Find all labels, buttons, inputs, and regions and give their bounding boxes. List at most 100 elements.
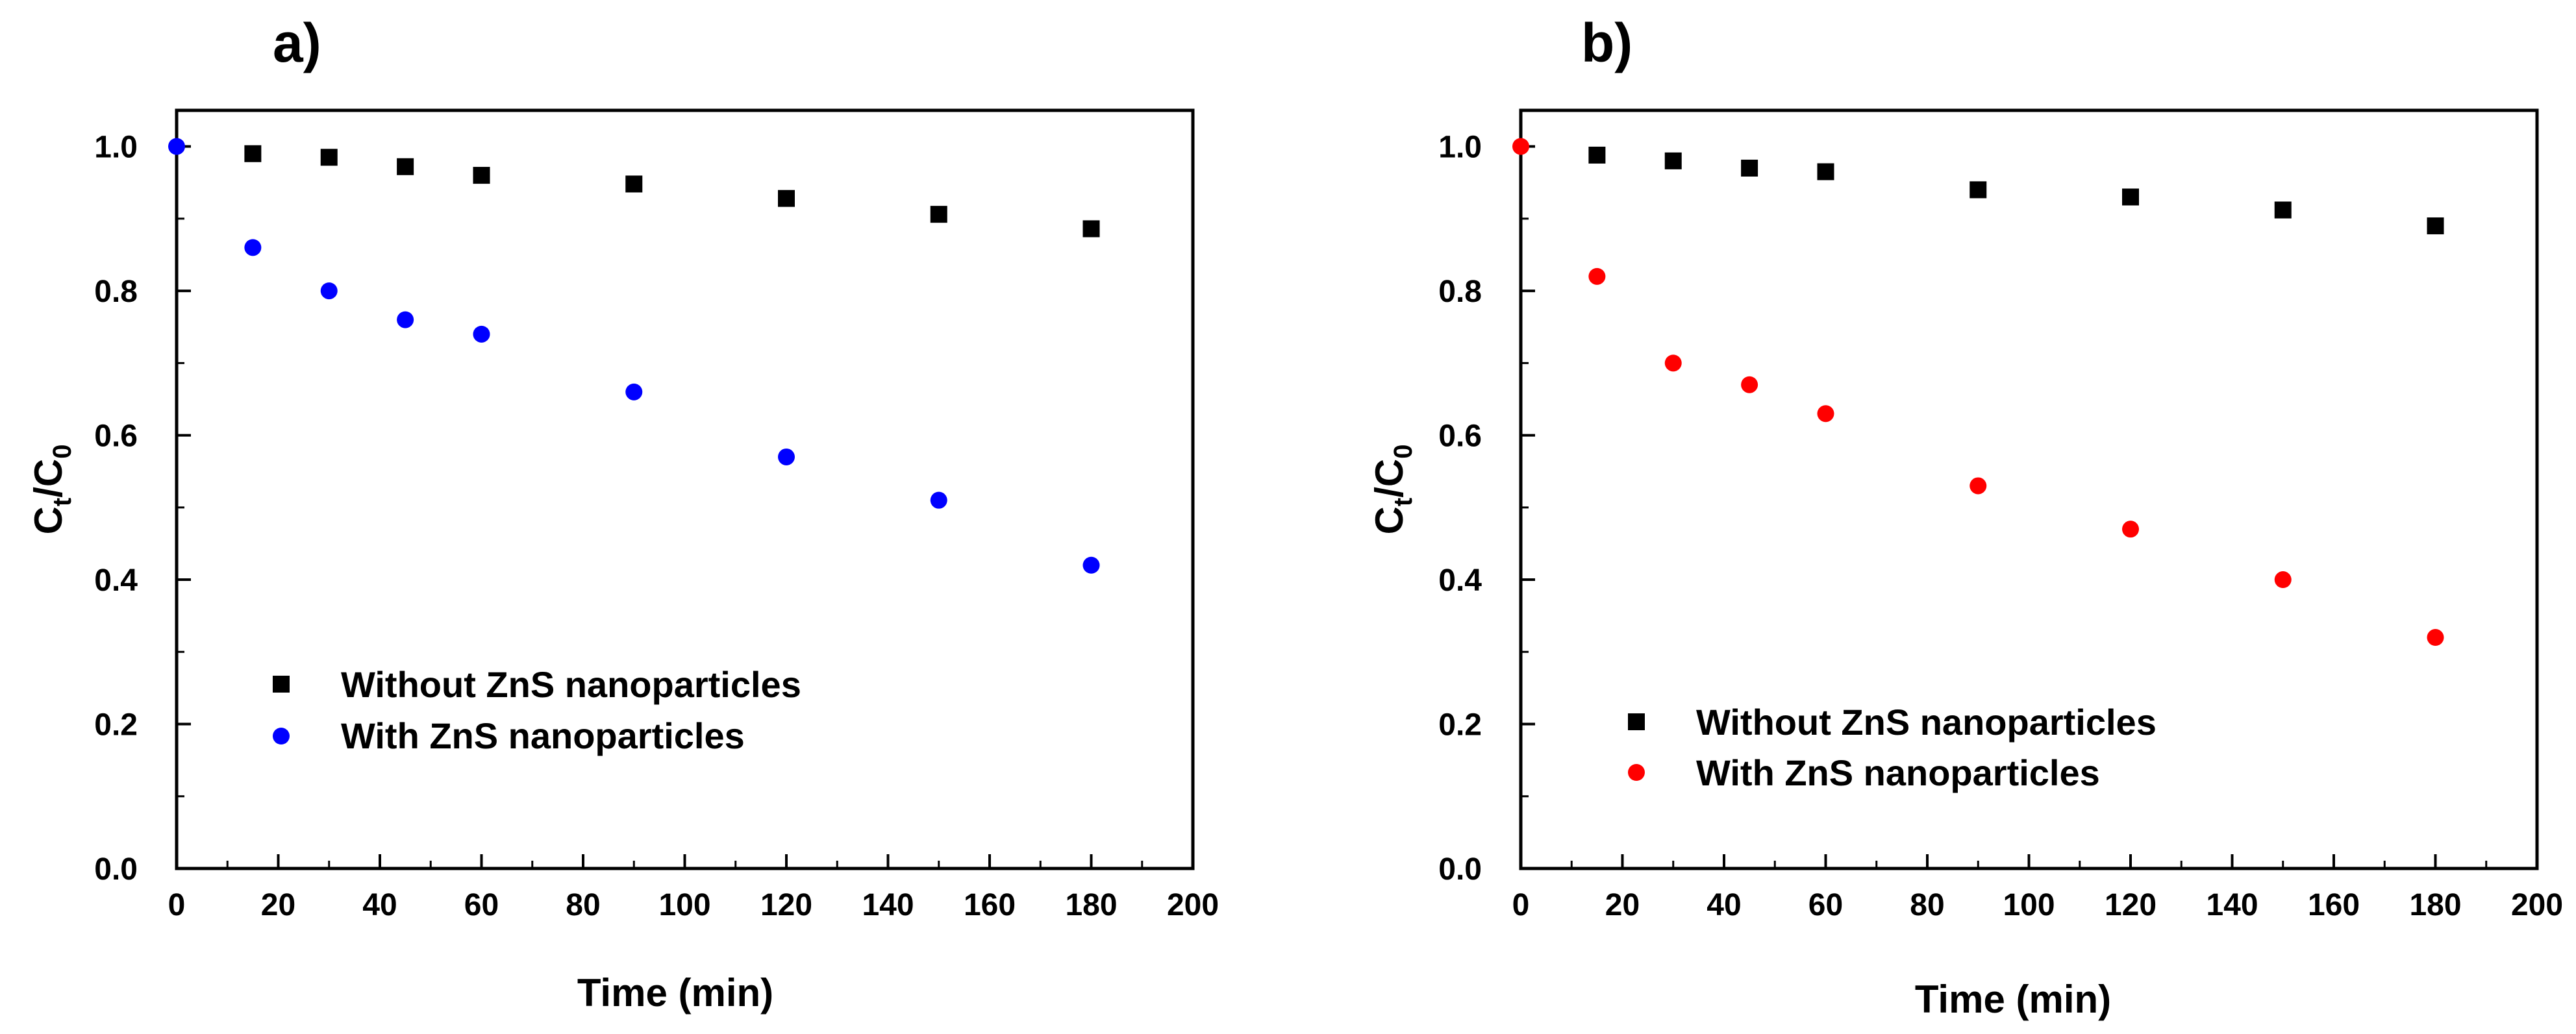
y-tick-label: 1.0 [94, 130, 138, 165]
y-axis-title-subscript-t: t [1389, 498, 1418, 506]
legend: Without ZnS nanoparticles With ZnS nanop… [1628, 702, 2157, 793]
legend-marker-square [1628, 713, 1645, 730]
y-axis-title-slash: /C [1368, 459, 1411, 498]
data-point-square [1664, 152, 1682, 169]
y-tick-label: 0.8 [1438, 275, 1482, 309]
x-axis: 0 20 40 60 80 100 120 140 160 180 200 [1512, 854, 2563, 922]
data-point-circle [778, 448, 795, 465]
x-axis-title: Time (min) [577, 971, 773, 1015]
data-point-circle [625, 383, 643, 400]
y-axis: 0.0 0.2 0.4 0.6 0.8 1.0 [94, 130, 191, 887]
legend-label-without: Without ZnS nanoparticles [341, 664, 801, 705]
data-point-square [778, 190, 795, 207]
legend-marker-square [273, 676, 290, 693]
legend: Without ZnS nanoparticles With ZnS nanop… [273, 664, 801, 756]
x-tick-label: 0 [168, 888, 186, 922]
data-point-circle [1970, 477, 1987, 495]
legend-marker-circle [1628, 764, 1645, 781]
y-tick-label: 0.2 [1438, 708, 1482, 743]
data-point-circle [244, 239, 262, 256]
x-tick-label: 160 [964, 888, 1016, 922]
legend-label-without: Without ZnS nanoparticles [1696, 702, 2157, 743]
y-axis-title-subscript-0: 0 [1389, 445, 1418, 459]
data-point-circle [473, 325, 490, 343]
x-tick-label: 160 [2308, 888, 2360, 922]
y-axis-title: Ct/C0 [1368, 445, 1418, 535]
y-tick-label: 1.0 [1438, 130, 1482, 165]
x-tick-label: 40 [1707, 888, 1741, 922]
legend-label-with: With ZnS nanoparticles [341, 715, 745, 756]
y-tick-label: 0.6 [94, 419, 138, 454]
x-tick-label: 20 [261, 888, 295, 922]
x-tick-label: 180 [1065, 888, 1117, 922]
y-tick-label: 0.0 [1438, 852, 1482, 887]
data-point-circle [1817, 405, 1834, 423]
data-point-square [320, 149, 338, 166]
y-tick-label: 0.8 [94, 275, 138, 309]
data-point-circle [1664, 354, 1682, 372]
data-point-square [397, 158, 414, 175]
legend-marker-circle [273, 728, 290, 745]
y-axis: 0.0 0.2 0.4 0.6 0.8 1.0 [1438, 130, 1535, 887]
data-point-square [1817, 163, 1834, 180]
data-point-circle [1512, 138, 1529, 155]
x-axis: 0 20 40 60 80 100 120 140 160 180 200 [168, 854, 1219, 922]
y-axis-title-main: C [1368, 506, 1411, 534]
chart-panel-a: a) 0 20 40 60 80 100 120 140 160 180 200 0.0 0.2 0.4… [27, 12, 1219, 1015]
data-point-square [625, 175, 643, 193]
data-point-circle [397, 311, 414, 328]
data-point-square [2122, 188, 2139, 206]
data-point-circle [2274, 571, 2292, 589]
y-axis-title-subscript-t: t [48, 498, 77, 506]
y-axis-title: Ct/C0 [27, 445, 77, 535]
data-point-square [2274, 201, 2292, 219]
y-tick-label: 0.4 [94, 563, 138, 598]
x-tick-label: 100 [658, 888, 710, 922]
data-point-square [1082, 220, 1100, 238]
data-point-circle [1082, 556, 1100, 574]
y-tick-label: 0.0 [94, 852, 138, 887]
legend-label-with: With ZnS nanoparticles [1696, 752, 2100, 793]
x-tick-label: 20 [1605, 888, 1640, 922]
x-tick-label: 80 [1910, 888, 1944, 922]
y-tick-label: 0.2 [94, 708, 138, 743]
x-tick-label: 40 [362, 888, 397, 922]
x-tick-label: 140 [862, 888, 914, 922]
x-tick-label: 200 [1167, 888, 1219, 922]
x-tick-label: 120 [760, 888, 812, 922]
data-point-circle [1741, 376, 1758, 393]
y-tick-label: 0.4 [1438, 563, 1482, 598]
data-point-square [2427, 217, 2444, 234]
panel-label: a) [273, 12, 321, 73]
data-point-square [930, 206, 947, 223]
x-tick-label: 100 [2003, 888, 2055, 922]
data-point-circle [930, 491, 947, 509]
x-tick-label: 80 [566, 888, 600, 922]
x-tick-label: 60 [1808, 888, 1843, 922]
y-axis-title-main: C [27, 506, 70, 534]
x-tick-label: 0 [1512, 888, 1530, 922]
y-axis-title-slash: /C [27, 459, 70, 498]
x-tick-label: 180 [2409, 888, 2461, 922]
data-point-circle [2122, 521, 2139, 538]
x-tick-label: 120 [2105, 888, 2157, 922]
x-tick-label: 60 [464, 888, 499, 922]
data-points [168, 138, 1100, 574]
data-point-circle [2427, 629, 2444, 646]
data-point-square [1970, 181, 1987, 199]
data-point-square [244, 145, 262, 162]
data-point-square [1588, 146, 1606, 164]
data-point-square [1741, 159, 1758, 177]
data-point-circle [1588, 267, 1606, 285]
panel-label: b) [1581, 12, 1632, 73]
x-tick-label: 200 [2511, 888, 2563, 922]
data-point-square [473, 167, 490, 184]
data-points [1512, 138, 2444, 646]
x-tick-label: 140 [2206, 888, 2258, 922]
x-axis-title: Time (min) [1915, 978, 2111, 1021]
y-tick-label: 0.6 [1438, 419, 1482, 454]
data-point-circle [320, 282, 338, 300]
chart-panel-b: b) 0 20 40 60 80 100 120 140 160 180 200 0.0 0.2 0.4… [1368, 12, 2563, 1021]
data-point-circle [168, 138, 185, 155]
